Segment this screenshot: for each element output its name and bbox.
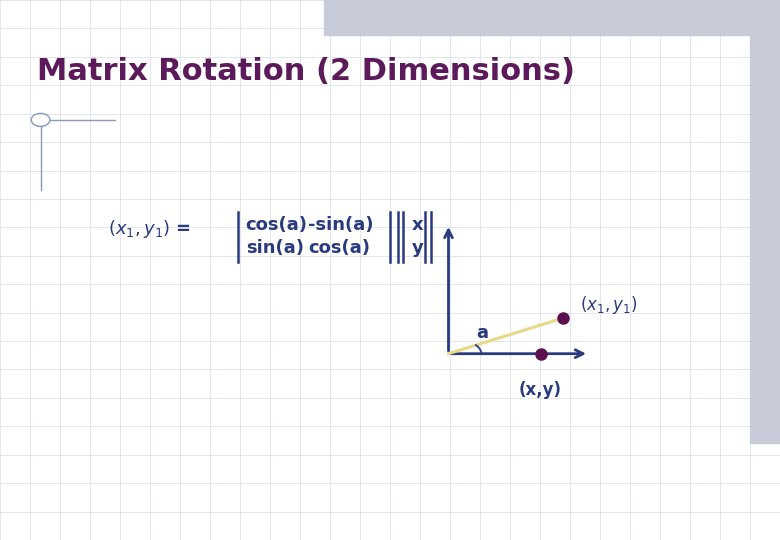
Bar (750, 0, 780, 443)
Text: x: x (412, 216, 424, 234)
Text: cos(a): cos(a) (246, 216, 307, 234)
Text: y: y (412, 239, 424, 258)
Text: -sin(a): -sin(a) (308, 216, 374, 234)
Text: sin(a): sin(a) (246, 239, 303, 258)
Text: (x,y): (x,y) (519, 381, 562, 400)
Text: a: a (476, 324, 488, 342)
Text: $(x_1,y_1)$: $(x_1,y_1)$ (580, 294, 638, 315)
Text: cos(a): cos(a) (308, 239, 370, 258)
Text: $(x_1,y_1)$ =: $(x_1,y_1)$ = (108, 219, 190, 240)
Bar (324, 0, 749, 35)
Text: Matrix Rotation (2 Dimensions): Matrix Rotation (2 Dimensions) (37, 57, 576, 86)
